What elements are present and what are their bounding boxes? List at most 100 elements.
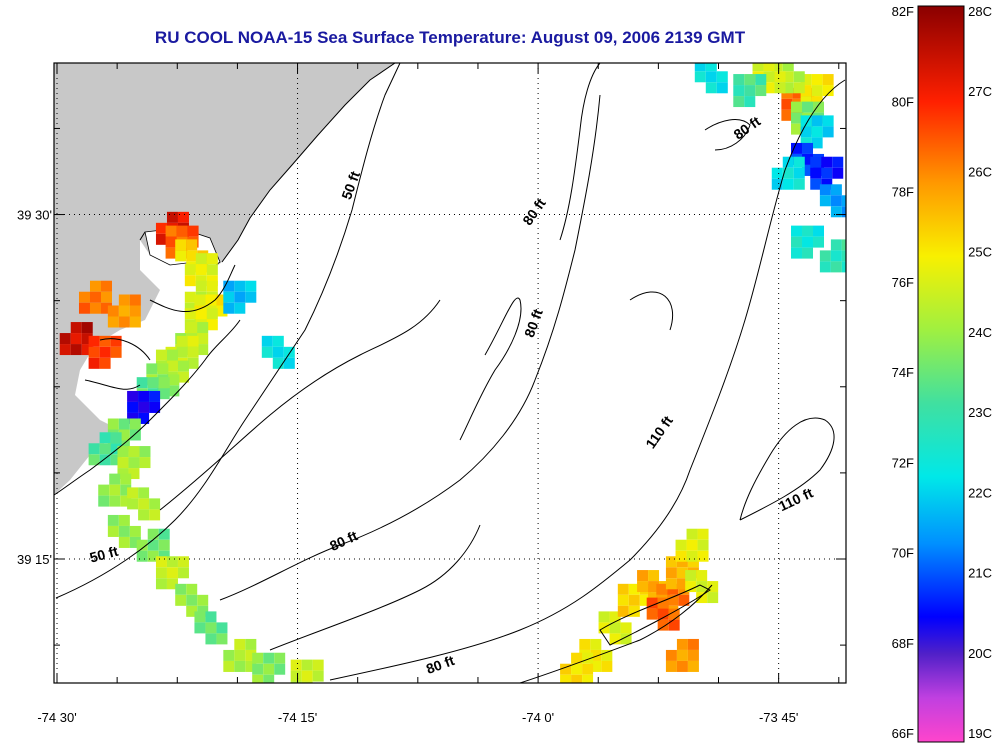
sst-pixel: [261, 335, 273, 347]
sst-pixel: [791, 142, 803, 154]
sst-pixel: [782, 178, 794, 190]
sst-pixel: [676, 649, 688, 661]
sst-pixel: [158, 528, 170, 540]
sst-pixel: [628, 605, 640, 617]
sst-pixel: [216, 294, 228, 306]
sst-pixel: [70, 344, 82, 356]
sst-pixel: [186, 594, 198, 606]
sst-pixel: [676, 556, 688, 568]
sst-pixel: [205, 633, 217, 645]
sst-pixel: [697, 550, 709, 562]
sst-pixel: [648, 592, 660, 604]
sst-pixel: [582, 674, 594, 683]
sst-pixel: [168, 374, 180, 386]
sst-pixel: [165, 225, 177, 237]
sst-pixel: [129, 294, 141, 306]
sst-pixel: [177, 556, 189, 568]
sst-pixel: [88, 454, 100, 466]
sst-pixel: [792, 87, 804, 99]
depth-contour: [159, 299, 441, 511]
sst-pixel: [245, 649, 257, 661]
sst-pixel: [609, 611, 621, 623]
sst-pixel: [763, 82, 775, 94]
sst-pixel: [139, 446, 151, 458]
sst-pixel: [665, 556, 677, 568]
sst-pixel: [822, 126, 834, 138]
sst-pixel: [312, 659, 324, 671]
sst-pixel: [177, 360, 189, 372]
sst-pixel: [187, 335, 199, 347]
sst-pixel: [107, 525, 119, 537]
sst-pixel: [601, 649, 613, 661]
sst-pixel: [206, 253, 218, 265]
sst-pixel: [791, 123, 803, 135]
sst-pixel: [628, 594, 640, 606]
sst-pixel: [800, 137, 812, 149]
sst-pixel: [166, 556, 178, 568]
sst-pixel: [261, 346, 273, 358]
sst-pixel: [675, 550, 687, 562]
sst-pixel: [195, 308, 207, 320]
sst-pixel: [176, 225, 188, 237]
sst-pixel: [676, 660, 688, 672]
sst-pixel: [793, 167, 805, 179]
sst-pixel: [89, 291, 101, 303]
sst-pixel: [301, 681, 313, 683]
depth-contour: [559, 63, 601, 241]
sst-pixel: [687, 638, 699, 650]
sst-pixel: [744, 96, 756, 108]
sst-pixel: [791, 112, 803, 124]
sst-pixel: [252, 663, 264, 675]
sst-pixel: [89, 280, 101, 292]
sst-pixel: [149, 390, 161, 402]
sst-pixel: [841, 206, 846, 218]
sst-pixel: [312, 670, 324, 682]
sst-pixel: [667, 583, 679, 595]
sst-pixel: [81, 322, 93, 334]
depth-contour: [704, 119, 751, 151]
sst-pixel: [781, 109, 793, 121]
sst-pixel: [129, 316, 141, 328]
sst-pixel: [571, 663, 583, 675]
sst-pixel: [99, 335, 111, 347]
sst-pixel: [70, 333, 82, 345]
sst-pixel: [216, 305, 228, 317]
sst-pixel: [811, 96, 823, 108]
sst-pixel: [128, 446, 140, 458]
sst-pixel: [186, 583, 198, 595]
sst-pixel: [800, 126, 812, 138]
sst-pixel: [678, 583, 690, 595]
sst-pixel: [810, 156, 822, 168]
depth-label: 80 ft: [424, 652, 457, 677]
sst-pixel: [177, 211, 189, 223]
sst-pixel: [830, 206, 842, 218]
sst-pixel: [184, 275, 196, 287]
sst-pixel: [155, 349, 167, 361]
sst-pixel: [686, 539, 698, 551]
sst-pixel: [841, 195, 846, 207]
sst-pixel: [676, 638, 688, 650]
sst-pixel: [694, 63, 706, 72]
depth-contour: [269, 524, 481, 651]
coastline: [54, 319, 241, 496]
sst-pixel: [676, 578, 688, 590]
sst-pixel: [793, 71, 805, 83]
sst-pixel: [197, 322, 209, 334]
sst-pixel: [138, 412, 150, 424]
sst-pixel: [146, 363, 158, 375]
sst-pixel: [127, 498, 139, 510]
sst-pixel: [110, 443, 122, 455]
sst-pixel: [81, 333, 93, 345]
sst-pixel: [832, 167, 844, 179]
coastline: [139, 231, 236, 313]
sst-pixel: [793, 178, 805, 190]
sst-pixel: [147, 550, 159, 562]
sst-pixel: [707, 592, 719, 604]
sst-pixel: [177, 371, 189, 383]
sst-pixel: [697, 539, 709, 551]
sst-pixel: [841, 250, 846, 262]
sst-pixel: [283, 357, 295, 369]
sst-pixel: [637, 581, 649, 593]
sst-pixel: [802, 164, 814, 176]
sst-pixel: [206, 264, 218, 276]
